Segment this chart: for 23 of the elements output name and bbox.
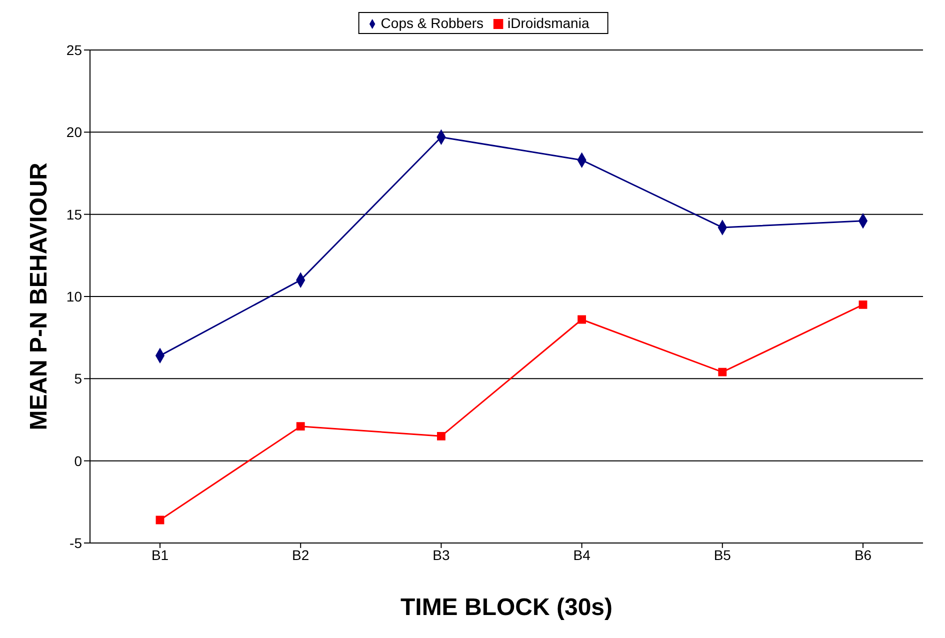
x-tick-label: B3 bbox=[432, 546, 450, 563]
y-tick-label: 25 bbox=[66, 42, 82, 58]
point bbox=[436, 432, 446, 440]
point bbox=[296, 422, 305, 431]
x-tick-label: B2 bbox=[292, 546, 310, 563]
x-tick-label: B6 bbox=[854, 546, 872, 563]
y-tick-label: 20 bbox=[66, 124, 82, 140]
point bbox=[858, 300, 868, 309]
legend-label: Cops & Robbers bbox=[380, 15, 484, 31]
y-tick-label: 5 bbox=[74, 370, 82, 387]
x-tick-label: B1 bbox=[151, 546, 169, 563]
y-tick-label: 15 bbox=[66, 206, 82, 222]
point bbox=[718, 368, 727, 376]
y-axis-title: MEAN P-N BEHAVIOUR bbox=[26, 162, 53, 430]
point bbox=[578, 315, 586, 324]
x-tick-label: B5 bbox=[714, 546, 732, 563]
y-tick-label: 10 bbox=[66, 288, 82, 304]
x-tick-label: B4 bbox=[573, 546, 591, 563]
y-tick-label: 0 bbox=[74, 452, 82, 469]
x-axis-title: TIME BLOCK (30s) bbox=[400, 594, 613, 622]
point bbox=[156, 516, 164, 524]
y-tick-label: -5 bbox=[70, 534, 82, 551]
legend-label: iDroidsmania bbox=[508, 15, 590, 31]
